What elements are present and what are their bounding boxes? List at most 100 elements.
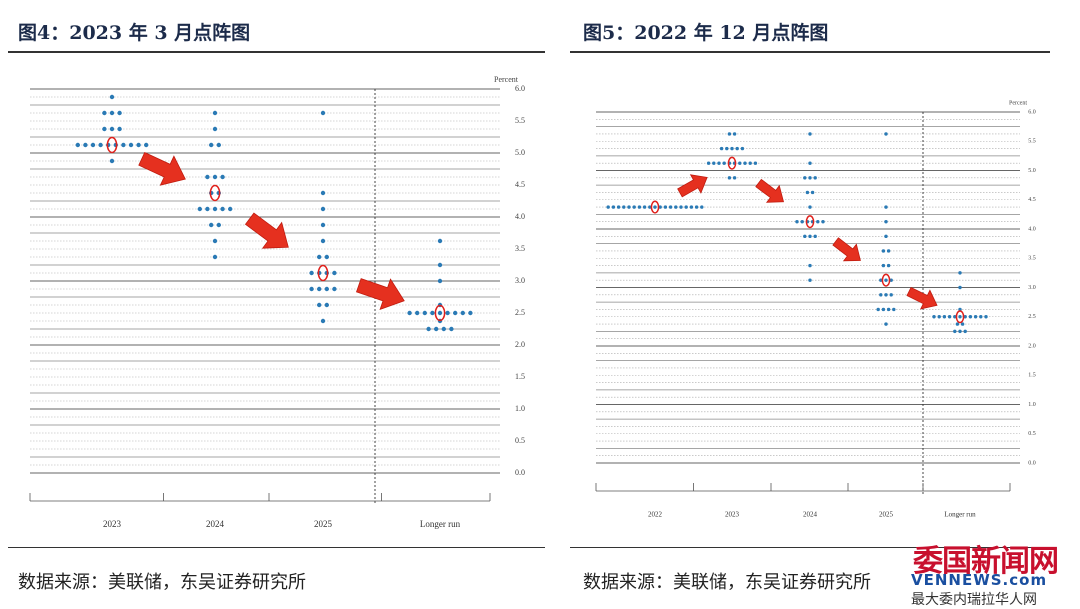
dot (876, 307, 880, 312)
dot (320, 318, 326, 324)
median-marker (650, 200, 660, 214)
dot (740, 146, 745, 151)
median-marker (209, 184, 221, 202)
dot (735, 146, 739, 151)
dot (616, 205, 621, 209)
dot (706, 161, 711, 165)
dot (886, 249, 891, 253)
dot (90, 142, 96, 148)
watermark-url: VENNEWS.com (911, 571, 1048, 589)
dot (973, 315, 978, 319)
dot (808, 176, 812, 180)
trend-arrow (906, 286, 938, 310)
dot (884, 205, 888, 209)
y-tick-label: 4.5 (515, 180, 525, 189)
median-marker (434, 304, 446, 322)
source-note: 数据来源：美联储，东吴证券研究所 (583, 572, 871, 593)
dot (821, 219, 825, 224)
dot (879, 278, 883, 282)
dot (932, 315, 936, 319)
dot (220, 206, 225, 212)
x-tick-label: 2023 (103, 519, 122, 529)
dot (332, 286, 337, 292)
y-tick-label: 5.0 (515, 148, 525, 157)
dot (805, 190, 810, 195)
dot (884, 132, 888, 136)
dot (109, 126, 115, 132)
dot (611, 205, 616, 209)
y-tick-label: 4.5 (1028, 197, 1036, 203)
dot (719, 146, 724, 151)
dot (212, 238, 218, 244)
dot (627, 205, 631, 209)
dot (886, 263, 891, 268)
dot (738, 161, 742, 165)
dot (453, 310, 458, 316)
y-tick-label: 3.0 (1028, 285, 1036, 291)
dot (437, 262, 443, 268)
dot (109, 94, 115, 100)
dot (622, 205, 626, 209)
y-tick-label: 5.5 (515, 116, 525, 125)
dot (128, 142, 134, 148)
dot (332, 270, 337, 276)
x-tick-label: Longer run (420, 519, 461, 529)
dot (117, 110, 122, 116)
y-tick-label: 1.5 (515, 372, 525, 381)
trend-arrow (832, 237, 861, 262)
y-tick-label: 5.5 (1028, 139, 1036, 145)
dot (441, 326, 446, 332)
dot (803, 176, 807, 180)
dot (968, 315, 973, 319)
dot (320, 222, 326, 228)
dot (958, 329, 962, 334)
dot (407, 310, 412, 316)
y-axis-label: Percent (494, 75, 519, 84)
y-tick-label: 1.0 (515, 404, 525, 413)
dot (228, 206, 233, 212)
dot (725, 146, 729, 151)
dot (674, 205, 678, 209)
dot (637, 205, 642, 209)
dot (717, 161, 721, 165)
watermark-slogan: 最大委内瑞拉华人网 (911, 592, 1037, 608)
dot (800, 219, 804, 224)
dot (117, 126, 122, 132)
dot (144, 142, 149, 148)
x-tick-label: 2023 (725, 511, 740, 519)
dot (320, 206, 326, 212)
dot (808, 132, 812, 136)
dot (884, 234, 888, 239)
x-tick-label: Longer run (944, 511, 976, 519)
dot (808, 263, 812, 268)
dot (753, 161, 758, 165)
dot (947, 315, 952, 319)
dot (309, 286, 314, 292)
y-tick-label: 2.5 (1028, 314, 1036, 320)
dot (803, 234, 807, 239)
dot (727, 176, 732, 180)
dot (212, 206, 218, 212)
y-tick-label: 6.0 (1028, 109, 1036, 115)
y-tick-label: 2.0 (515, 340, 525, 349)
dot (953, 315, 957, 319)
dot (668, 205, 673, 209)
dot (136, 142, 141, 148)
median-marker (317, 264, 329, 282)
dot (889, 293, 893, 297)
dot (879, 293, 883, 297)
dot (460, 310, 465, 316)
dot (813, 234, 817, 239)
x-tick-label: 2024 (206, 519, 225, 529)
dot (212, 254, 218, 260)
dot (437, 238, 443, 244)
dot (98, 142, 103, 148)
watermark: 委国新闻网 VENNEWS.com 最大委内瑞拉华人网 (905, 536, 1077, 608)
dot (653, 205, 657, 209)
dot (884, 278, 888, 282)
dot (102, 126, 107, 132)
dot (220, 174, 225, 180)
dot (679, 205, 683, 209)
dot (468, 310, 473, 316)
